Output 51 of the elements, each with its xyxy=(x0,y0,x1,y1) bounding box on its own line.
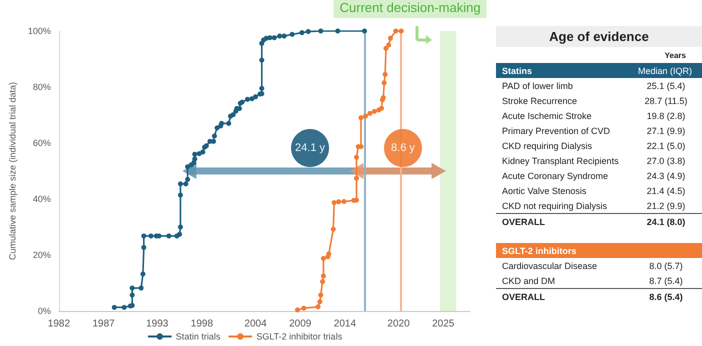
category-label: Cardiovascular Disease xyxy=(502,260,598,270)
y-tick-label: 80% xyxy=(32,82,51,92)
x-tick-label: 2009 xyxy=(289,318,312,330)
category-label: OVERALL xyxy=(502,216,546,226)
x-tick-label: 2014 xyxy=(334,318,356,330)
category-label: OVERALL xyxy=(502,292,546,302)
table-header: SGLT-2 inhibitors xyxy=(496,243,702,258)
y-tick-label: 20% xyxy=(32,250,51,260)
y-tick-label: 100% xyxy=(28,26,51,36)
category-label: PAD of lower limb xyxy=(502,80,573,90)
category-label: Primary Prevention of CVD xyxy=(502,126,610,136)
legend-label: Statin trials xyxy=(176,332,221,342)
text: 24.3 (4.9) xyxy=(646,170,686,180)
x-tick-label: 1998 xyxy=(190,318,214,330)
band-label: Current decision-making xyxy=(340,0,481,15)
legend-label: SGLT-2 inhibitor trials xyxy=(256,332,343,342)
category-label: Acute Ischemic Stroke xyxy=(502,110,592,120)
category-label: CKD not requiring Dialysis xyxy=(502,200,608,210)
x-tick-label: 2004 xyxy=(244,318,268,330)
text: 21.4 (4.5) xyxy=(646,186,686,196)
category-label: Kidney Transplant Recipients xyxy=(502,156,619,166)
annotation: 24.1 y xyxy=(295,142,326,154)
category-label: Stroke Recurrence xyxy=(502,96,578,106)
title-panel: Age of evidence xyxy=(496,26,702,47)
text: 8.0 (5.7) xyxy=(648,260,684,270)
category-label: CKD and DM xyxy=(502,276,556,286)
x-tick-label: 1982 xyxy=(48,318,70,330)
text: 19.8 (2.8) xyxy=(646,110,686,120)
y-tick-label: 40% xyxy=(32,194,51,204)
text: 27.0 (3.8) xyxy=(646,156,686,166)
x-tick-label: 1987 xyxy=(92,318,116,330)
text: 28.7 (11.5) xyxy=(644,96,688,106)
text: 8.7 (5.4) xyxy=(648,276,684,286)
category-label: Acute Coronary Syndrome xyxy=(502,170,608,180)
category-label: CKD requiring Dialysis xyxy=(502,140,592,150)
text: 22.1 (5.0) xyxy=(646,140,686,150)
table-header: Statins Median (IQR) xyxy=(496,63,702,78)
text: Years xyxy=(664,50,687,62)
x-tick-label: 2020 xyxy=(387,318,410,330)
text: 24.1 (8.0) xyxy=(646,216,686,226)
y-tick-label: 60% xyxy=(32,138,51,148)
text: 27.1 (9.9) xyxy=(646,126,686,136)
text: 21.2 (9.9) xyxy=(646,200,686,210)
x-tick-label: 1993 xyxy=(146,318,169,330)
category-label: Aortic Valve Stenosis xyxy=(502,186,586,196)
x-tick-label: 2025 xyxy=(432,318,455,330)
y-tick-label: 0% xyxy=(38,306,51,316)
text: 8.6 (5.4) xyxy=(648,292,684,302)
annotation: 8.6 y xyxy=(391,142,416,154)
text: 25.1 (5.4) xyxy=(646,80,686,90)
y-axis-title: Cumulative sample size (individual trial data) xyxy=(8,82,18,260)
